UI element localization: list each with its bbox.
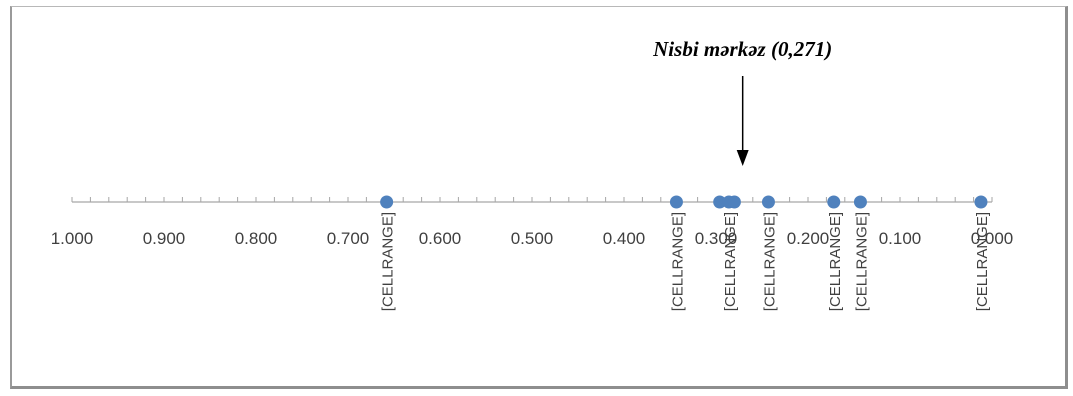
x-tick-label: 0.800 [235, 229, 278, 248]
annotation-text: Nisbi mərkəz (0,271) [652, 37, 832, 61]
x-tick-label: 0.600 [419, 229, 462, 248]
data-point [974, 195, 988, 209]
annotation-arrowhead [736, 150, 749, 166]
data-labels: [CELLRANGE] [CELLRANGE] [CELLRANGE] [CELLRA… [380, 212, 991, 311]
data-points [380, 195, 988, 209]
data-point [827, 195, 841, 209]
x-tick-label: 0.200 [787, 229, 830, 248]
x-axis-tick-labels: 1.000 0.900 0.800 0.700 0.600 0.500 0.400 0.300… [51, 229, 1014, 248]
data-label: [CELLRANGE] [827, 212, 844, 311]
x-tick-label: 0.400 [603, 229, 646, 248]
x-tick-label: 0.000 [971, 229, 1014, 248]
x-tick-label: 1.000 [51, 229, 94, 248]
data-point [727, 195, 741, 209]
data-label: [CELLRANGE] [669, 212, 686, 311]
x-tick-label: 0.300 [695, 229, 738, 248]
annotation: Nisbi mərkəz (0,271) [652, 37, 832, 166]
data-point [853, 195, 867, 209]
data-label: [CELLRANGE] [853, 212, 870, 311]
chart-frame [10, 6, 1068, 389]
x-tick-label: 0.900 [143, 229, 186, 248]
data-point [380, 195, 394, 209]
data-point [713, 195, 727, 209]
data-label: [CELLRANGE] [761, 212, 778, 311]
data-label: [CELLRANGE] [974, 212, 991, 311]
data-label: [CELLRANGE] [722, 212, 739, 311]
data-point [761, 195, 775, 209]
x-tick-label: 0.100 [879, 229, 922, 248]
data-label: [CELLRANGE] [380, 212, 397, 311]
x-tick-label: 0.500 [511, 229, 554, 248]
data-point [669, 195, 683, 209]
x-tick-label: 0.700 [327, 229, 370, 248]
